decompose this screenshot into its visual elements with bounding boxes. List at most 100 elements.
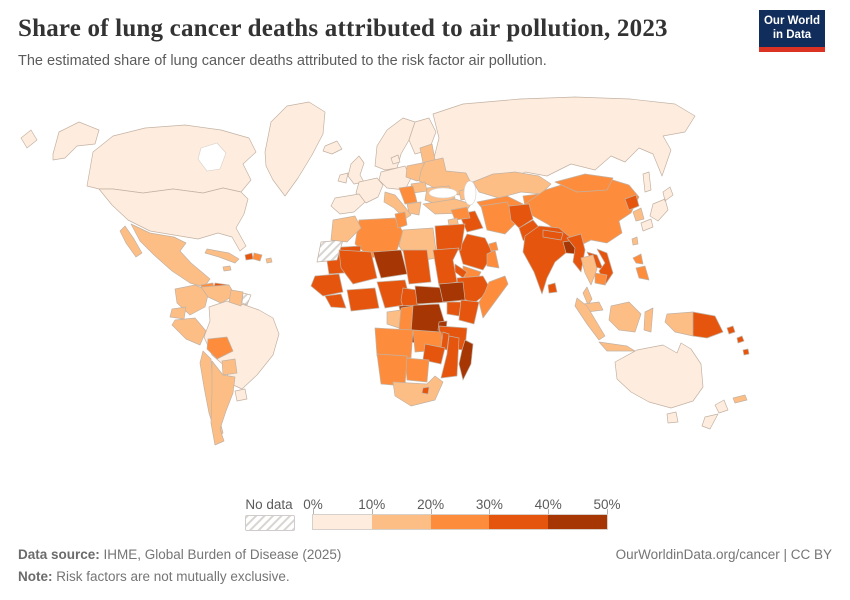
country-brazil[interactable] — [203, 300, 280, 390]
country-gulf-states[interactable] — [488, 241, 499, 252]
legend-bin-swatch[interactable] — [489, 515, 549, 529]
footer-attribution-link[interactable]: OurWorldinData.org/cancer | CC BY — [615, 547, 832, 562]
country-south-korea[interactable] — [632, 207, 645, 222]
country-indonesia-west-papua[interactable] — [664, 311, 694, 337]
country-usa[interactable] — [98, 187, 249, 252]
country-indonesia-java[interactable] — [598, 341, 636, 352]
country-australia[interactable] — [614, 342, 704, 424]
country-botswana[interactable] — [404, 357, 430, 383]
country-madagascar[interactable] — [458, 339, 474, 381]
country-lesotho[interactable] — [421, 386, 430, 395]
country-greece[interactable] — [406, 201, 422, 216]
country-namibia[interactable] — [376, 353, 408, 387]
country-russia[interactable] — [20, 96, 696, 193]
country-oman[interactable] — [486, 249, 500, 269]
country-kenya[interactable] — [458, 299, 480, 325]
country-united-kingdom[interactable] — [347, 155, 365, 185]
country-paraguay[interactable] — [221, 358, 238, 376]
country-new-caledonia[interactable] — [732, 394, 748, 404]
legend-no-data-swatch[interactable] — [245, 515, 295, 531]
country-mongolia[interactable] — [554, 173, 614, 193]
country-south-sudan[interactable] — [438, 281, 466, 303]
legend-bin-swatch[interactable] — [313, 515, 372, 529]
country-canada[interactable] — [86, 124, 257, 194]
country-tunisia[interactable] — [394, 211, 408, 229]
legend-tick-label: 0% — [303, 497, 323, 512]
country-mozambique[interactable] — [440, 335, 460, 379]
country-niger[interactable] — [372, 249, 408, 279]
country-usa-alaska[interactable] — [52, 121, 100, 161]
country-jamaica[interactable] — [222, 265, 232, 272]
country-uganda[interactable] — [446, 301, 462, 317]
black-sea — [428, 187, 458, 199]
country-indonesia-sulawesi[interactable] — [643, 307, 654, 333]
country-ireland[interactable] — [337, 172, 349, 184]
legend-bin-swatch[interactable] — [548, 515, 607, 529]
country-syria[interactable] — [450, 206, 471, 221]
country-mali[interactable] — [338, 249, 378, 285]
country-vanuatu[interactable] — [742, 348, 750, 356]
country-mexico[interactable] — [119, 223, 211, 288]
country-cuba[interactable] — [204, 248, 240, 264]
legend-tick-mark — [313, 509, 314, 515]
country-guyana-suriname[interactable] — [228, 289, 244, 307]
legend-tick-mark — [607, 509, 608, 515]
footer-note-text: Risk factors are not mutually exclusive. — [52, 569, 290, 585]
legend-bin-swatch[interactable] — [430, 515, 490, 529]
country-new-zealand[interactable] — [701, 399, 729, 430]
owid-logo-line1: Our World — [763, 15, 820, 28]
legend-color-bar[interactable] — [312, 514, 608, 530]
country-iceland[interactable] — [322, 140, 343, 155]
country-zimbabwe[interactable] — [422, 343, 446, 365]
country-thailand[interactable] — [580, 254, 598, 306]
country-peru[interactable] — [171, 317, 207, 346]
country-angola[interactable] — [374, 327, 414, 359]
country-ecuador[interactable] — [169, 306, 187, 320]
country-gabon[interactable] — [386, 309, 402, 329]
world-map — [15, 92, 835, 484]
country-senegal-guinea[interactable] — [310, 273, 344, 297]
country-malawi[interactable] — [440, 331, 450, 351]
country-dominican-republic[interactable] — [252, 252, 263, 262]
country-sierra-leone-liberia[interactable] — [324, 293, 347, 309]
country-argentina[interactable] — [210, 360, 236, 446]
country-spain-portugal[interactable] — [330, 193, 366, 215]
legend-no-data-label: No data — [245, 497, 293, 512]
country-french-guiana[interactable] — [241, 292, 252, 306]
country-chad[interactable] — [402, 249, 432, 285]
country-japan[interactable] — [640, 186, 674, 232]
country-uruguay[interactable] — [234, 388, 248, 402]
country-venezuela[interactable] — [200, 284, 236, 304]
country-cambodia[interactable] — [594, 272, 608, 286]
country-nepal[interactable] — [542, 229, 564, 241]
country-indonesia-borneo[interactable] — [608, 301, 642, 333]
country-denmark[interactable] — [390, 154, 401, 165]
legend-bin-swatch[interactable] — [371, 515, 431, 529]
country-north-korea[interactable] — [624, 194, 640, 211]
country-south-africa[interactable] — [392, 375, 444, 407]
country-sri-lanka[interactable] — [547, 282, 558, 294]
country-philippines[interactable] — [632, 253, 650, 281]
country-egypt[interactable] — [434, 223, 466, 253]
country-morocco[interactable] — [330, 215, 362, 243]
country-papua-new-guinea[interactable] — [692, 311, 724, 339]
owid-logo[interactable]: Our World in Data — [759, 10, 825, 52]
country-solomon-islands[interactable] — [726, 325, 745, 344]
country-india[interactable] — [522, 225, 572, 295]
country-iran[interactable] — [480, 201, 518, 235]
country-bolivia[interactable] — [206, 336, 234, 360]
country-france[interactable] — [355, 177, 384, 204]
country-kazakhstan[interactable] — [472, 171, 552, 199]
country-myanmar[interactable] — [566, 233, 586, 273]
country-somalia[interactable] — [478, 275, 509, 319]
country-indonesia-sumatra[interactable] — [574, 297, 606, 341]
country-cote-divoire-ghana[interactable] — [346, 287, 380, 312]
country-puerto-rico[interactable] — [265, 257, 273, 264]
legend-tick-label: 30% — [475, 497, 503, 512]
country-taiwan[interactable] — [631, 236, 639, 246]
country-western-balkans[interactable] — [398, 185, 418, 205]
country-haiti[interactable] — [244, 252, 254, 261]
country-greenland[interactable] — [264, 101, 326, 197]
country-afghanistan[interactable] — [508, 203, 534, 229]
